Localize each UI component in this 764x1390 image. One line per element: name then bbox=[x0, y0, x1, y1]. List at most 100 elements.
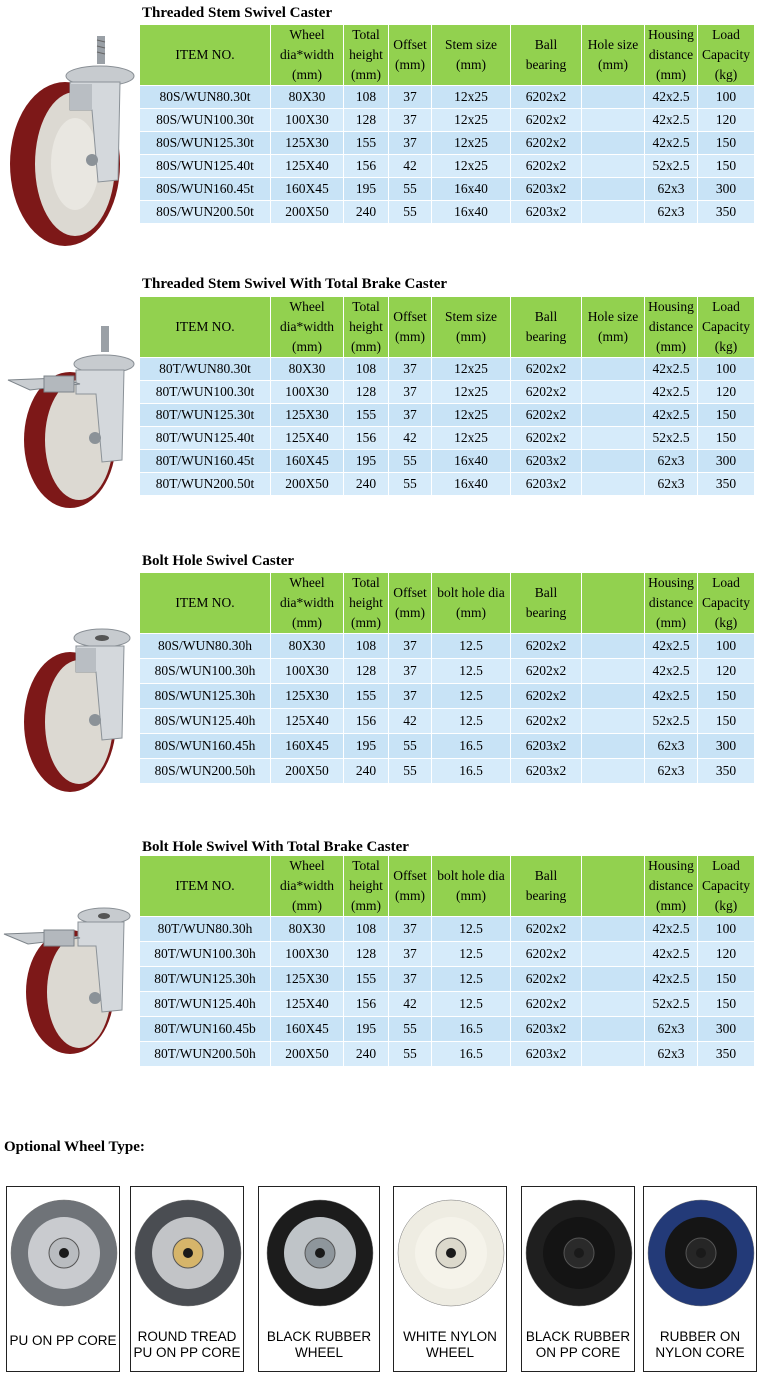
table-cell: 156 bbox=[344, 992, 388, 1016]
column-header: Load Capacity (kg) bbox=[698, 25, 754, 85]
column-header: Wheel dia*width (mm) bbox=[271, 856, 343, 916]
table-cell: 100X30 bbox=[271, 942, 343, 966]
table-cell bbox=[582, 709, 644, 733]
table-header-row: ITEM NO. Wheel dia*width (mm) Total height… bbox=[140, 573, 754, 633]
table-cell: 80T/WUN100.30t bbox=[140, 381, 270, 403]
table-cell: 6203x2 bbox=[511, 178, 581, 200]
table-cell: 42x2.5 bbox=[645, 967, 697, 991]
section-title: Bolt Hole Swivel With Total Brake Caster bbox=[142, 839, 409, 855]
table-cell: 6202x2 bbox=[511, 358, 581, 380]
column-header: Offset (mm) bbox=[389, 25, 431, 85]
table-cell: 240 bbox=[344, 759, 388, 783]
table-cell: 37 bbox=[389, 942, 431, 966]
table-cell: 100X30 bbox=[271, 659, 343, 683]
table-cell: 120 bbox=[698, 381, 754, 403]
table-cell bbox=[582, 1017, 644, 1041]
table-cell: 150 bbox=[698, 132, 754, 154]
table-cell bbox=[582, 381, 644, 403]
table-cell: 12.5 bbox=[432, 709, 510, 733]
table-cell: 200X50 bbox=[271, 201, 343, 223]
column-header: Total height (mm) bbox=[344, 573, 388, 633]
table-cell: 240 bbox=[344, 1042, 388, 1066]
table-cell: 200X50 bbox=[271, 759, 343, 783]
column-header: Stem size (mm) bbox=[432, 297, 510, 357]
table-cell: 6202x2 bbox=[511, 917, 581, 941]
table-cell: 80X30 bbox=[271, 358, 343, 380]
wheel-label: RUBBER ON NYLON CORE bbox=[655, 1329, 745, 1360]
wheel-image bbox=[397, 1199, 505, 1307]
table-cell: 6202x2 bbox=[511, 709, 581, 733]
table-cell: 16.5 bbox=[432, 734, 510, 758]
bolt-hole-caster-image bbox=[24, 628, 131, 792]
table-cell: 6202x2 bbox=[511, 992, 581, 1016]
column-header: Wheel dia*width (mm) bbox=[271, 297, 343, 357]
table-cell: 6203x2 bbox=[511, 1042, 581, 1066]
table-header-row: ITEM NO. Wheel dia*width (mm) Total height… bbox=[140, 297, 754, 357]
table-row: 80T/WUN125.40h 125X40 156 42 12.5 6202x2 52x2.… bbox=[140, 992, 754, 1016]
table-cell: 240 bbox=[344, 473, 388, 495]
column-header bbox=[582, 856, 644, 916]
wheel-label: ROUND TREAD PU ON PP CORE bbox=[133, 1329, 241, 1360]
table-cell: 62x3 bbox=[645, 473, 697, 495]
table-cell bbox=[582, 109, 644, 131]
table-cell: 37 bbox=[389, 109, 431, 131]
table-cell: 62x3 bbox=[645, 178, 697, 200]
column-header: Hole size (mm) bbox=[582, 25, 644, 85]
table-cell: 37 bbox=[389, 634, 431, 658]
column-header: Ball bearing bbox=[511, 25, 581, 85]
table-cell: 16x40 bbox=[432, 178, 510, 200]
table-cell: 150 bbox=[698, 992, 754, 1016]
wheel-card: ROUND TREAD PU ON PP CORE bbox=[130, 1186, 244, 1372]
table-cell: 100 bbox=[698, 917, 754, 941]
wheel-card: WHITE NYLON WHEEL bbox=[393, 1186, 507, 1372]
table-cell: 6202x2 bbox=[511, 155, 581, 177]
table-cell: 12x25 bbox=[432, 427, 510, 449]
table-cell: 80T/WUN125.40h bbox=[140, 992, 270, 1016]
table-cell bbox=[582, 427, 644, 449]
column-header: Wheel dia*width (mm) bbox=[271, 573, 343, 633]
wheel-label: BLACK RUBBER WHEEL bbox=[266, 1329, 372, 1360]
table-row: 80S/WUN125.40h 125X40 156 42 12.5 6202x2 52x2.… bbox=[140, 709, 754, 733]
table-cell: 6202x2 bbox=[511, 86, 581, 108]
table-cell: 350 bbox=[698, 1042, 754, 1066]
wheel-card: BLACK RUBBER ON PP CORE bbox=[521, 1186, 635, 1372]
table-cell: 300 bbox=[698, 1017, 754, 1041]
table-cell: 150 bbox=[698, 427, 754, 449]
table-cell: 16x40 bbox=[432, 473, 510, 495]
table-cell: 160X45 bbox=[271, 1017, 343, 1041]
table-cell: 42x2.5 bbox=[645, 381, 697, 403]
table-cell: 108 bbox=[344, 358, 388, 380]
table-cell: 62x3 bbox=[645, 1042, 697, 1066]
wheel-image bbox=[525, 1199, 633, 1307]
column-header: bolt hole dia (mm) bbox=[432, 573, 510, 633]
table-cell: 6202x2 bbox=[511, 967, 581, 991]
table-cell: 156 bbox=[344, 155, 388, 177]
column-header: Hole size (mm) bbox=[582, 297, 644, 357]
column-header: Housing distance (mm) bbox=[645, 297, 697, 357]
table-cell: 37 bbox=[389, 381, 431, 403]
bolt-hole-brake-caster-image bbox=[3, 907, 131, 1054]
table-cell: 300 bbox=[698, 450, 754, 472]
table-cell: 160X45 bbox=[271, 178, 343, 200]
table-cell: 150 bbox=[698, 155, 754, 177]
column-header: Housing distance (mm) bbox=[645, 573, 697, 633]
table-cell bbox=[582, 659, 644, 683]
table-cell: 108 bbox=[344, 634, 388, 658]
table-cell: 125X30 bbox=[271, 684, 343, 708]
table-cell: 150 bbox=[698, 709, 754, 733]
column-header: Total height (mm) bbox=[344, 297, 388, 357]
table-header-row: ITEM NO. Wheel dia*width (mm) Total height… bbox=[140, 856, 754, 916]
column-header: Ball bearing bbox=[511, 856, 581, 916]
table-cell: 6203x2 bbox=[511, 473, 581, 495]
table-cell bbox=[582, 734, 644, 758]
table-row: 80T/WUN100.30t 100X30 128 37 12x25 6202x2 42x2… bbox=[140, 381, 754, 403]
table-cell: 55 bbox=[389, 1017, 431, 1041]
table-cell: 80T/WUN80.30t bbox=[140, 358, 270, 380]
table-cell: 100 bbox=[698, 86, 754, 108]
table-cell: 155 bbox=[344, 404, 388, 426]
table-cell: 195 bbox=[344, 734, 388, 758]
table-cell bbox=[582, 634, 644, 658]
table-cell: 80X30 bbox=[271, 634, 343, 658]
table-cell bbox=[582, 86, 644, 108]
table-cell: 80T/WUN125.30t bbox=[140, 404, 270, 426]
